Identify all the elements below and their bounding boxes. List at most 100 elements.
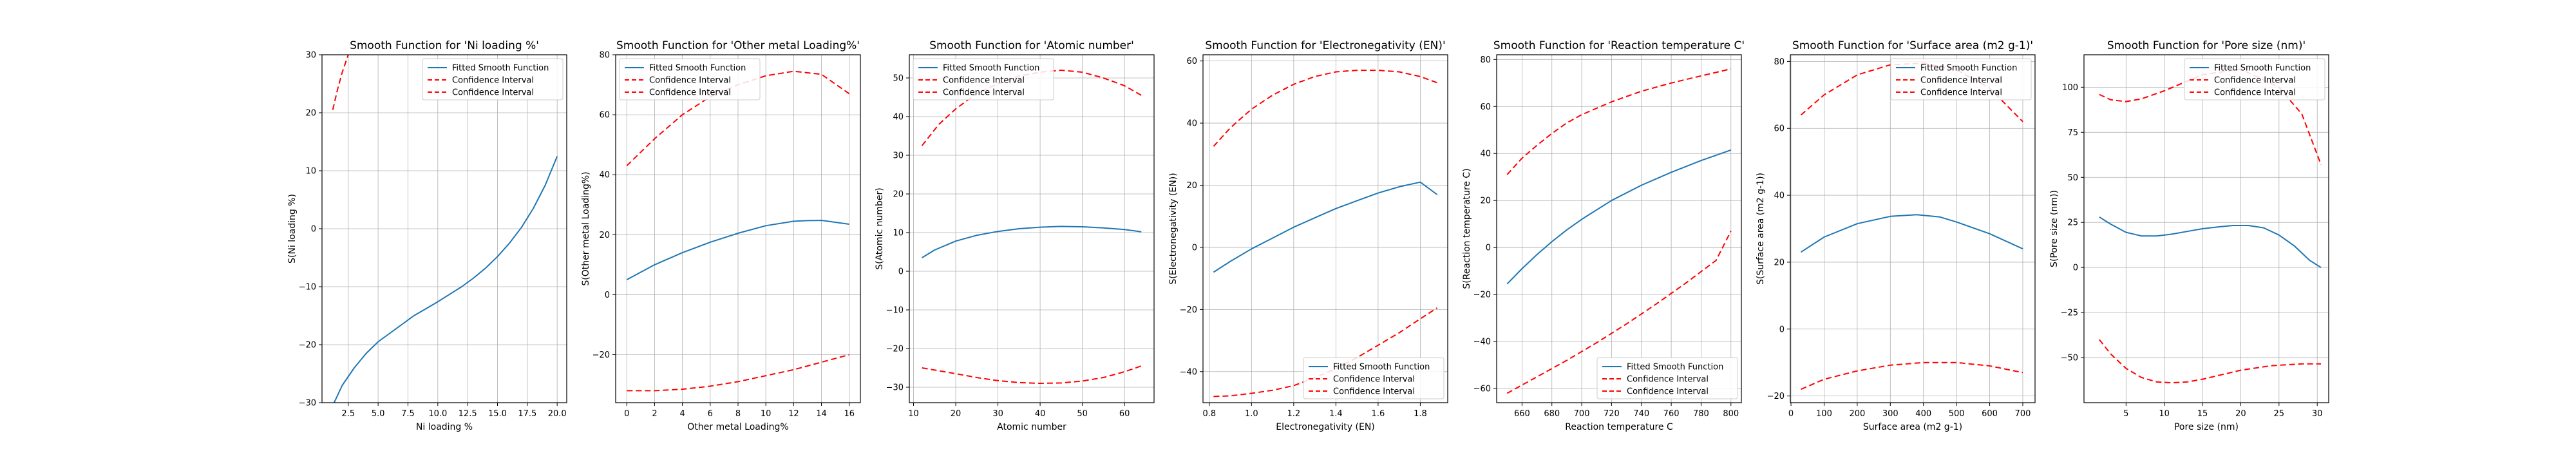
axes-frame xyxy=(1790,54,2036,403)
chart-title: Smooth Function for 'Electronegativity (… xyxy=(1205,39,1445,52)
x-tick-label: 780 xyxy=(1693,409,1709,419)
subplot-7: 5 10 15 20 25 30 −50 −25 0 25 50 75 100 Smooth Functi… xyxy=(2049,39,2329,432)
legend-label: Fitted Smooth Function xyxy=(1920,64,2017,73)
legend-label: Fitted Smooth Function xyxy=(943,64,1039,73)
chart-title: Smooth Function for 'Ni loading %' xyxy=(350,39,539,52)
y-tick-label: −20 xyxy=(1473,291,1491,300)
legend-label: Confidence Interval xyxy=(452,88,534,98)
confidence-line-2 xyxy=(1801,361,2023,390)
confidence-line-2 xyxy=(922,365,1142,384)
confidence-line-2 xyxy=(1506,231,1732,394)
plot-lines xyxy=(332,55,558,403)
legend-box xyxy=(913,58,1054,101)
legend-label: Confidence Interval xyxy=(943,76,1025,86)
x-tick-label: 5 xyxy=(2123,409,2128,419)
subplot-6: 0 100 200 300 400 500 600 700−20020406080Smooth… xyxy=(1756,39,2036,432)
x-tick-label: 1.4 xyxy=(1329,409,1343,419)
y-tick-label: 20 xyxy=(1186,181,1197,191)
legend: Fitted Smooth Function Confidence Interva… xyxy=(1890,58,2032,101)
y-tick-label: −25 xyxy=(2061,309,2078,318)
x-axis-label: Other metal Loading% xyxy=(687,422,788,432)
y-tick-label: 20 xyxy=(1774,258,1785,267)
x-tick-label: 5.0 xyxy=(372,409,385,419)
y-tick-label: 10 xyxy=(305,167,316,177)
chart-title: Smooth Function for 'Pore size (nm)' xyxy=(2107,39,2306,52)
x-tick-label: 720 xyxy=(1604,409,1620,419)
x-tick-label: 16 xyxy=(844,409,855,419)
legend-label: Fitted Smooth Function xyxy=(1627,363,1723,372)
x-axis-label: Pore size (nm) xyxy=(2174,422,2239,432)
legend-label: Fitted Smooth Function xyxy=(2214,64,2311,73)
y-tick-label: 40 xyxy=(1774,191,1785,201)
x-tick-label: 15.0 xyxy=(488,409,507,419)
y-tick-label: −60 xyxy=(1473,385,1491,394)
fitted-line xyxy=(1213,181,1438,273)
x-tick-label: 30 xyxy=(992,409,1003,419)
x-axis-label: Atomic number xyxy=(997,422,1066,432)
y-tick-label: −40 xyxy=(1473,338,1491,347)
y-tick-label: 50 xyxy=(893,74,904,84)
chart-title: Smooth Function for 'Surface area (m2 g-… xyxy=(1792,39,2033,52)
y-tick-label: 30 xyxy=(893,151,904,161)
x-axis-label: Ni loading % xyxy=(416,422,473,432)
y-tick-label: 60 xyxy=(599,111,610,120)
y-tick-label: 40 xyxy=(1186,119,1197,129)
legend-label: Confidence Interval xyxy=(649,76,731,86)
y-axis-label: S(Atomic number) xyxy=(875,187,885,270)
y-tick-label: 100 xyxy=(2062,83,2078,93)
x-tick-label: 100 xyxy=(1816,409,1832,419)
plot-lines xyxy=(1506,68,1732,394)
chart-title: Smooth Function for 'Other metal Loading… xyxy=(616,39,860,52)
subplot-1: 2.5 5.0 7.5 10.0 12.5 15.0 17.5 20.0 −30 −20 −10 0 1… xyxy=(287,39,567,432)
legend: Fitted Smooth Function Confidence Interva… xyxy=(1596,357,1738,399)
y-tick-label: −20 xyxy=(1180,305,1197,315)
subplot-2: 0 2 4 6 8 10 12 14 16 −20 0 20 40 60 80 Smooth Function… xyxy=(581,39,861,432)
y-tick-label: 60 xyxy=(1480,102,1491,112)
y-tick-label: 0 xyxy=(1192,243,1197,253)
confidence-line-2 xyxy=(1213,307,1438,398)
legend-label: Confidence Interval xyxy=(1333,375,1415,385)
x-tick-label: 12 xyxy=(788,409,799,419)
y-tick-label: 25 xyxy=(2067,218,2078,228)
x-tick-label: 15 xyxy=(2197,409,2208,419)
y-tick-label: 10 xyxy=(893,229,904,238)
x-tick-label: 680 xyxy=(1544,409,1560,419)
legend-box xyxy=(1303,357,1444,399)
x-tick-label: 1.8 xyxy=(1414,409,1427,419)
axes-frame xyxy=(909,54,1155,403)
x-axis-label: Reaction temperature C xyxy=(1565,422,1673,432)
legend-label: Fitted Smooth Function xyxy=(452,64,549,73)
x-axis-label: Electronegativity (EN) xyxy=(1276,422,1375,432)
x-tick-label: 10 xyxy=(908,409,919,419)
fitted-line xyxy=(2099,216,2322,269)
y-tick-label: 20 xyxy=(893,190,904,200)
fitted-line xyxy=(1506,149,1732,285)
y-axis-label: S(Surface area (m2 g-1)) xyxy=(1756,173,1766,285)
y-tick-label: 0 xyxy=(605,291,610,300)
y-tick-label: 40 xyxy=(599,171,610,180)
x-tick-label: 200 xyxy=(1849,409,1865,419)
y-axis-label: S(Pore size (nm)) xyxy=(2049,190,2060,267)
legend: Fitted Smooth Function Confidence Interva… xyxy=(422,58,564,101)
axes-frame xyxy=(1202,54,1448,403)
chart-title: Smooth Function for 'Atomic number' xyxy=(929,39,1134,52)
x-tick-label: 20.0 xyxy=(548,409,567,419)
x-tick-label: 14 xyxy=(816,409,827,419)
y-tick-label: 75 xyxy=(2067,128,2078,138)
x-tick-label: 660 xyxy=(1514,409,1530,419)
x-tick-label: 2.5 xyxy=(341,409,355,419)
x-tick-label: 12.5 xyxy=(459,409,477,419)
y-tick-label: −50 xyxy=(2061,354,2078,363)
y-tick-label: 20 xyxy=(305,109,316,119)
y-tick-label: 80 xyxy=(1480,55,1491,65)
y-tick-label: 0 xyxy=(1486,244,1491,253)
legend-label: Confidence Interval xyxy=(2214,88,2296,98)
confidence-line-2 xyxy=(2099,339,2322,384)
x-tick-label: 20 xyxy=(2235,409,2246,419)
x-tick-label: 600 xyxy=(1982,409,1998,419)
fitted-line xyxy=(922,225,1142,258)
legend-label: Confidence Interval xyxy=(1333,387,1415,397)
y-tick-label: −30 xyxy=(886,383,904,393)
y-axis-label: S(Other metal Loading%) xyxy=(581,171,591,285)
